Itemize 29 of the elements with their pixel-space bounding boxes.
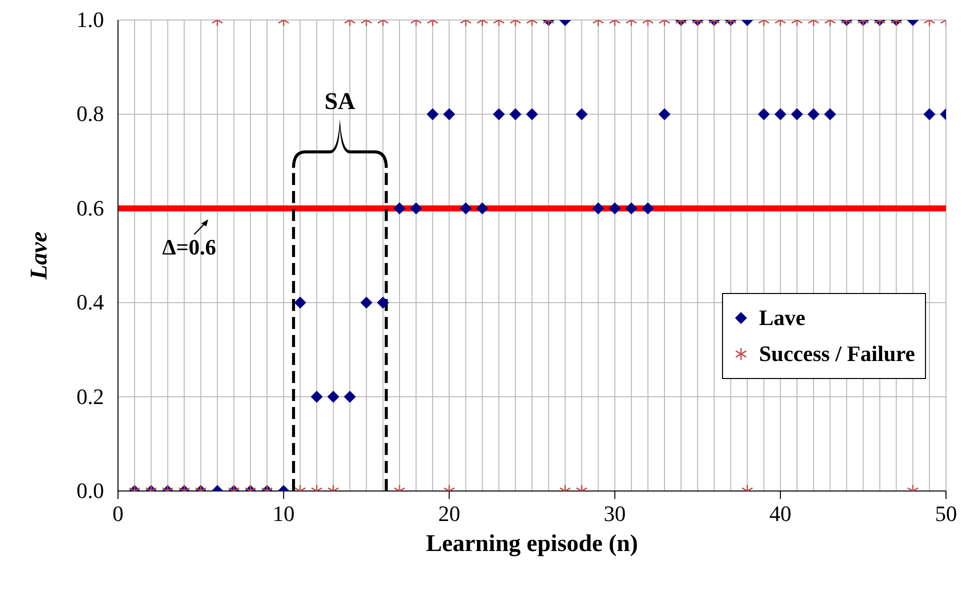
point	[592, 202, 604, 214]
x-tick-label: 30	[604, 501, 626, 526]
x-tick-label: 0	[112, 501, 124, 526]
y-axis-title: Lave	[26, 231, 53, 280]
point	[360, 296, 372, 309]
point	[625, 202, 638, 214]
point	[642, 202, 654, 214]
y-tick-label: 1.0	[76, 7, 104, 32]
point	[410, 202, 422, 214]
x-tick-label: 20	[438, 501, 460, 526]
y-tick-label: 0.4	[76, 290, 104, 315]
x-axis-title: Learning episode (n)	[426, 531, 638, 557]
y-tick-label: 0.2	[76, 384, 104, 409]
point	[608, 202, 621, 214]
y-tick-label: 0.8	[76, 101, 104, 126]
legend-label: Lave	[758, 304, 806, 332]
point	[394, 202, 406, 214]
x-tick-label: 50	[935, 501, 957, 526]
y-tick-label: 0.0	[76, 478, 104, 503]
point	[476, 202, 488, 214]
point	[294, 296, 306, 309]
y-tick-label: 0.6	[76, 195, 104, 220]
ref-line-label: Δ=0.6	[162, 234, 216, 260]
point	[460, 202, 472, 214]
annotation: SA	[324, 88, 356, 115]
point	[376, 296, 389, 309]
x-tick-label: 40	[769, 501, 792, 526]
x-tick-label: 10	[272, 501, 295, 526]
legend-label: Success / Failure	[758, 340, 915, 368]
